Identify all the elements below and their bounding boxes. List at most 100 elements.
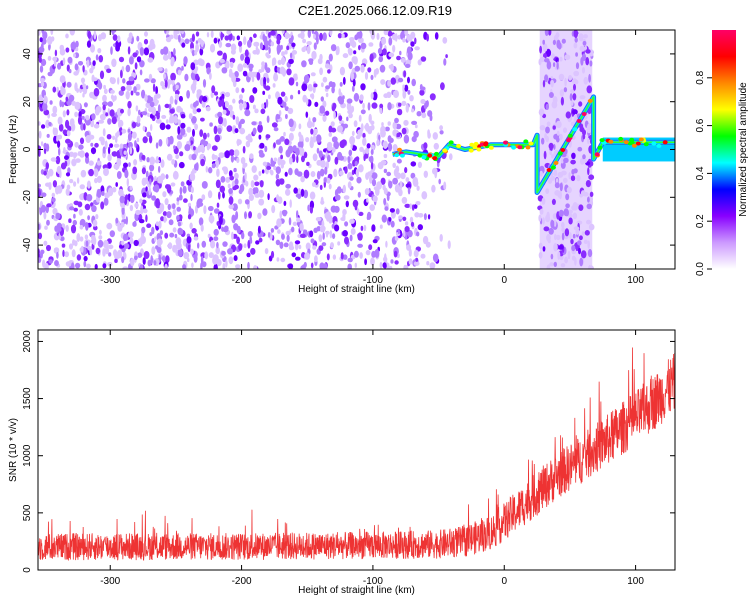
noise-speck: [355, 135, 361, 140]
track-blob: [651, 141, 657, 146]
noise-speck: [213, 236, 219, 242]
noise-speck: [417, 161, 422, 168]
noise-speck: [199, 47, 204, 56]
noise-speck: [202, 79, 207, 88]
noise-speck: [582, 133, 586, 140]
noise-speck: [109, 143, 114, 149]
track-blob: [511, 145, 517, 150]
noise-speck: [279, 159, 286, 166]
noise-speck: [543, 150, 547, 160]
noise-speck: [109, 77, 114, 83]
noise-speck: [148, 186, 151, 196]
noise-speck: [164, 263, 168, 269]
noise-speck: [181, 42, 186, 48]
noise-speck: [99, 229, 102, 235]
noise-speck: [369, 155, 374, 164]
noise-speck: [194, 123, 199, 130]
noise-speck: [228, 204, 234, 210]
noise-speck: [585, 49, 591, 54]
noise-speck: [280, 91, 286, 97]
noise-speck: [575, 52, 578, 57]
noise-speck: [184, 38, 190, 45]
noise-speck: [570, 175, 576, 182]
noise-speck: [51, 112, 57, 117]
noise-speck: [350, 71, 355, 81]
noise-speck: [221, 166, 228, 172]
noise-speck: [167, 242, 173, 250]
noise-speck: [299, 223, 304, 232]
track-blob: [638, 137, 644, 142]
noise-speck: [320, 96, 324, 102]
noise-speck: [148, 135, 153, 144]
noise-speck: [103, 88, 108, 95]
noise-speck: [53, 58, 57, 67]
noise-speck: [539, 56, 546, 63]
noise-speck: [319, 160, 326, 168]
track-blob: [488, 145, 494, 150]
noise-speck: [80, 122, 84, 131]
noise-speck: [164, 198, 169, 206]
noise-speck: [354, 262, 357, 268]
noise-speck: [255, 45, 259, 53]
noise-speck: [163, 53, 168, 60]
track-blob: [581, 112, 587, 116]
noise-speck: [550, 79, 555, 86]
noise-speck: [365, 249, 371, 256]
noise-speck: [343, 195, 350, 200]
noise-speck: [288, 132, 294, 141]
noise-speck: [439, 130, 444, 135]
noise-speck: [351, 40, 357, 48]
noise-speck: [276, 114, 281, 120]
noise-speck: [116, 249, 123, 259]
noise-speck: [62, 249, 65, 257]
noise-speck: [550, 253, 554, 260]
noise-speck: [381, 214, 387, 223]
noise-speck: [191, 49, 195, 57]
noise-speck: [149, 156, 155, 166]
noise-speck: [286, 234, 290, 242]
noise-speck: [572, 93, 577, 101]
noise-speck: [155, 221, 159, 227]
noise-speck: [396, 108, 403, 116]
noise-speck: [550, 175, 556, 181]
noise-speck: [128, 162, 131, 167]
noise-speck: [176, 134, 183, 140]
noise-speck: [149, 178, 152, 185]
noise-speck: [417, 59, 422, 66]
noise-speck: [559, 182, 563, 192]
noise-speck: [321, 242, 327, 247]
noise-speck: [390, 77, 397, 85]
noise-speck: [313, 42, 317, 50]
noise-speck: [98, 55, 104, 63]
x-tick-label: -200: [232, 275, 252, 286]
noise-speck: [46, 143, 50, 152]
noise-speck: [162, 211, 167, 217]
noise-speck: [189, 222, 193, 230]
noise-speck: [295, 147, 300, 156]
noise-speck: [224, 100, 228, 109]
noise-speck: [285, 188, 291, 196]
noise-speck: [390, 259, 394, 264]
noise-speck: [177, 125, 181, 135]
noise-speck: [107, 108, 111, 117]
noise-speck: [322, 32, 327, 41]
noise-speck: [208, 167, 213, 174]
noise-speck: [106, 222, 113, 230]
noise-speck: [410, 221, 415, 227]
noise-speck: [284, 95, 288, 103]
noise-speck: [161, 114, 167, 119]
noise-speck: [181, 65, 184, 71]
noise-speck: [440, 82, 445, 91]
noise-speck: [253, 265, 258, 269]
noise-speck: [138, 219, 145, 224]
noise-speck: [556, 61, 559, 70]
noise-speck: [141, 154, 146, 161]
noise-speck: [404, 63, 411, 68]
noise-speck: [306, 41, 312, 46]
noise-speck: [129, 146, 133, 155]
noise-speck: [283, 131, 286, 137]
noise-speck: [38, 232, 43, 240]
noise-speck: [362, 132, 366, 139]
noise-speck: [538, 214, 542, 222]
track-blob: [629, 140, 635, 145]
